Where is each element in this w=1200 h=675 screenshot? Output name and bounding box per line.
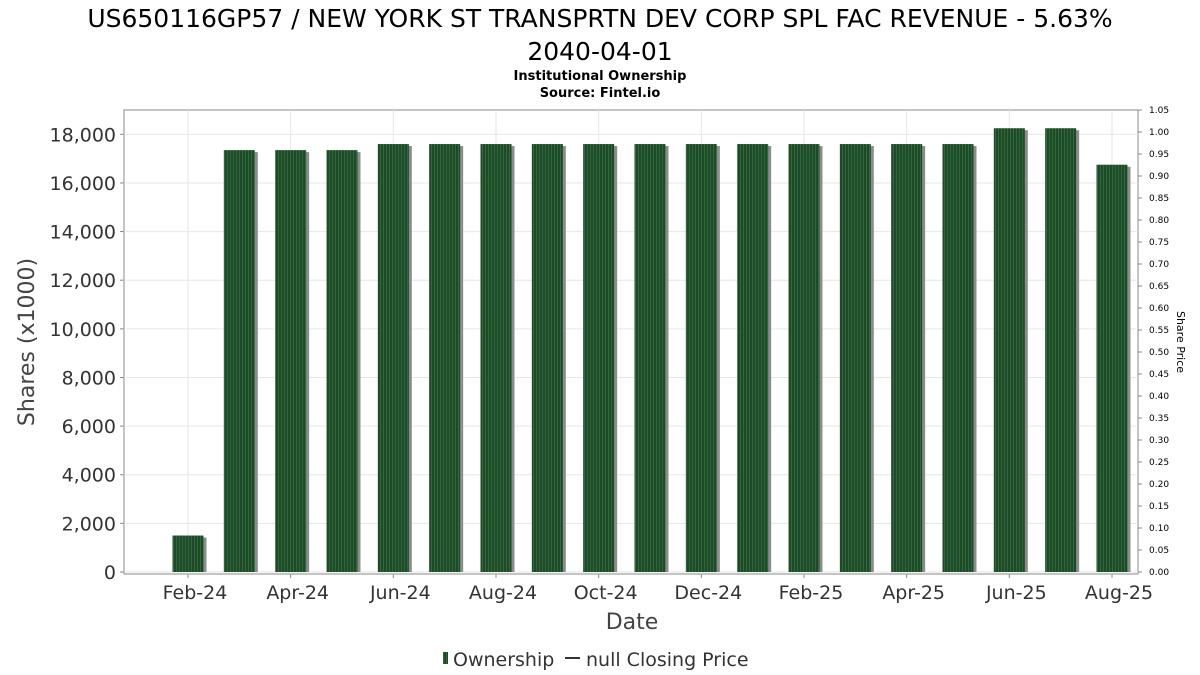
- bars-group: [172, 128, 1131, 573]
- bar-ownership: [172, 535, 204, 572]
- y-tick-label: 2,000: [62, 513, 116, 535]
- y-tick-label: 16,000: [50, 173, 116, 195]
- x-tick-label: Feb-25: [779, 582, 844, 604]
- x-axis-label: Date: [606, 610, 659, 635]
- y2-tick-label: 0.50: [1149, 348, 1169, 358]
- bar-ownership: [788, 144, 820, 572]
- bar-ownership: [223, 150, 255, 573]
- x-tick-label: Jun-25: [985, 582, 1047, 604]
- bar-ownership: [275, 150, 307, 573]
- chart-subtitle: Institutional Ownership: [514, 69, 687, 84]
- bar-ownership: [1045, 128, 1077, 572]
- x-tick-label: Apr-25: [882, 582, 945, 604]
- y-axis-label: Shares (x1000): [15, 258, 40, 426]
- y-tick-label: 14,000: [50, 222, 116, 244]
- y2-tick-label: 0.80: [1149, 216, 1169, 226]
- legend-ownership-label: Ownership: [453, 649, 554, 671]
- y-axis-ticks: 0 2,000 4,000 6,000 8,000 10,000 12,000 14,000 1…: [50, 124, 124, 584]
- y-tick-label: 12,000: [50, 270, 116, 292]
- y2-tick-label: 0.40: [1149, 392, 1169, 402]
- y2-tick-label: 0.35: [1149, 414, 1169, 424]
- y2-tick-label: 0.85: [1149, 194, 1169, 204]
- legend-price-label: null Closing Price: [586, 649, 749, 671]
- bar-ownership: [480, 144, 512, 572]
- x-tick-label: Aug-24: [469, 582, 537, 604]
- y2-tick-label: 0.05: [1149, 546, 1169, 556]
- y-tick-label: 18,000: [50, 124, 116, 146]
- y-tick-label: 8,000: [62, 367, 116, 389]
- y2-tick-label: 0.75: [1149, 238, 1169, 248]
- chart-title-line2: 2040-04-01: [527, 37, 672, 66]
- y2-tick-label: 0.10: [1149, 524, 1169, 534]
- y2-tick-label: 0.00: [1149, 568, 1169, 578]
- chart-title-line1: US650116GP57 / NEW YORK ST TRANSPRTN DEV…: [87, 4, 1112, 33]
- y2-tick-label: 0.95: [1149, 150, 1169, 160]
- bar-ownership: [685, 144, 717, 572]
- y-tick-label: 0: [104, 562, 116, 584]
- legend-ownership-swatch: [443, 652, 448, 664]
- y2-axis-label: Share Price: [1174, 311, 1187, 373]
- y2-tick-label: 1.00: [1149, 128, 1169, 138]
- y2-tick-label: 0.20: [1149, 480, 1169, 490]
- bar-ownership: [429, 144, 461, 572]
- y2-tick-label: 0.55: [1149, 326, 1169, 336]
- y2-tick-label: 0.70: [1149, 260, 1169, 270]
- bar-ownership: [993, 128, 1025, 572]
- x-tick-label: Jun-24: [369, 582, 431, 604]
- bar-ownership: [634, 144, 666, 572]
- y2-tick-label: 0.60: [1149, 304, 1169, 314]
- y-tick-label: 6,000: [62, 416, 116, 438]
- y2-tick-label: 0.30: [1149, 436, 1169, 446]
- y2-axis-ticks: 0.00 0.05 0.10 0.15 0.20 0.25 0.30 0.35 0.40 0.45…: [1138, 106, 1169, 578]
- bar-ownership: [326, 150, 358, 573]
- bar-ownership: [839, 144, 871, 572]
- x-tick-label: Aug-25: [1085, 582, 1153, 604]
- y2-tick-label: 0.45: [1149, 370, 1169, 380]
- bar-ownership: [942, 144, 974, 572]
- y2-tick-label: 1.05: [1149, 106, 1169, 116]
- x-tick-label: Feb-24: [163, 582, 228, 604]
- bar-ownership: [531, 144, 563, 572]
- y2-tick-label: 0.25: [1149, 458, 1169, 468]
- y-tick-label: 10,000: [50, 319, 116, 341]
- bar-ownership: [583, 144, 615, 572]
- chart-source: Source: Fintel.io: [540, 86, 661, 101]
- bar-ownership: [377, 144, 409, 572]
- x-tick-label: Apr-24: [266, 582, 329, 604]
- y2-tick-label: 0.15: [1149, 502, 1169, 512]
- y-tick-label: 4,000: [62, 465, 116, 487]
- bar-ownership: [1096, 164, 1128, 573]
- bar-ownership: [737, 144, 769, 572]
- y2-tick-label: 0.65: [1149, 282, 1169, 292]
- x-tick-label: Dec-24: [674, 582, 742, 604]
- legend: Ownership null Closing Price: [443, 649, 749, 671]
- y2-tick-label: 0.90: [1149, 172, 1169, 182]
- x-axis-ticks: Feb-24 Apr-24 Jun-24 Aug-24 Oct-24 Dec-24 Feb-…: [163, 574, 1153, 604]
- bar-ownership: [891, 144, 923, 572]
- x-tick-label: Oct-24: [574, 582, 638, 604]
